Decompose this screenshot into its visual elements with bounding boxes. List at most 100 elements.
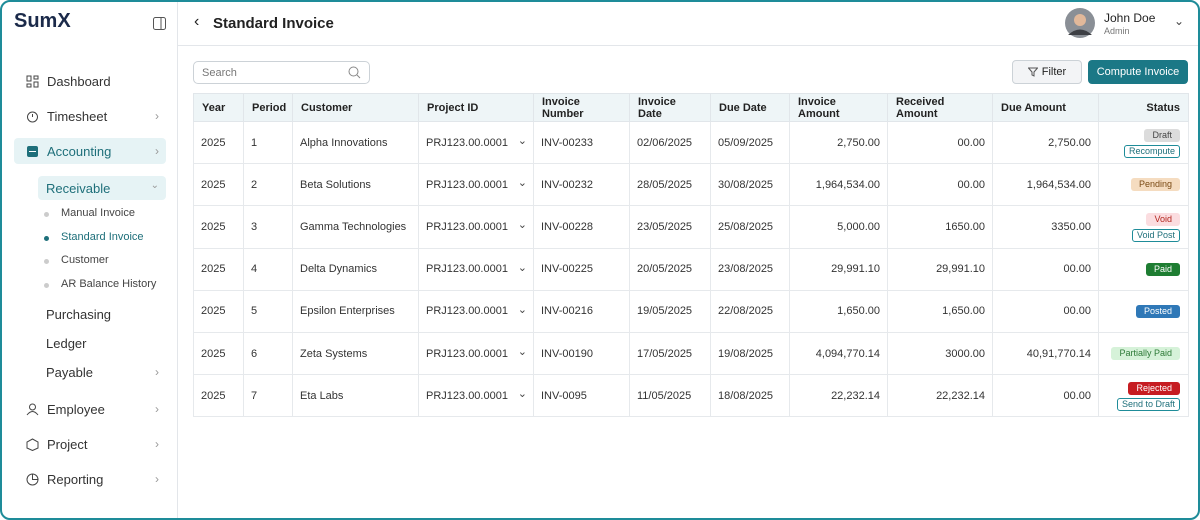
column-header: Invoice Date <box>629 93 711 122</box>
cell-text: INV-00190 <box>541 347 593 360</box>
cell-text: 5,000.00 <box>837 220 880 233</box>
label: Payable <box>46 364 93 380</box>
cell-text: 5 <box>251 305 258 318</box>
sub-nav-item[interactable]: Manual Invoice <box>61 207 135 219</box>
compute-button[interactable]: Compute Invoice <box>1088 60 1188 84</box>
cell: 5,000.00 <box>789 205 888 249</box>
sub-nav-item[interactable]: AR Balance History <box>61 277 157 290</box>
cell-text: 2025 <box>201 263 226 276</box>
status-cell: Rejected Send to Draft <box>1098 374 1189 418</box>
nav-payable[interactable]: Payable <box>46 362 93 382</box>
cell: Beta Solutions <box>292 163 419 207</box>
cell: 29,991.10 <box>887 247 993 291</box>
cell-text: 4,094,770.14 <box>815 347 880 360</box>
cell: INV-00216 <box>533 289 630 333</box>
status-cell: Draft Recompute <box>1098 120 1189 165</box>
cell: INV-00225 <box>533 247 630 291</box>
cell-text: 2,750.00 <box>1048 136 1091 149</box>
label: Employee <box>47 401 105 417</box>
cell: 2025 <box>193 247 244 291</box>
cell-text: INV-00233 <box>541 136 593 149</box>
dropdown-icon[interactable]: ⌄ <box>517 177 527 190</box>
cell: PRJ123.00.0001 ⌄ <box>418 331 534 376</box>
cell: 17/05/2025 <box>629 331 711 376</box>
cell: 2025 <box>193 120 244 165</box>
sub-dot <box>44 259 49 264</box>
cell-text: 1,964,534.00 <box>1026 178 1091 191</box>
cell-text: 22,232.14 <box>936 389 985 402</box>
brand: SumX <box>14 10 71 32</box>
dropdown-icon[interactable]: ⌄ <box>517 261 527 274</box>
avatar[interactable] <box>1065 8 1095 38</box>
table-row: 2025 2 Beta Solutions PRJ123.00.0001 ⌄ INV-00… <box>193 163 1189 207</box>
cell-text: PRJ123.00.0001 <box>426 136 508 149</box>
search-placeholder: Search <box>202 67 237 79</box>
dropdown-icon[interactable]: ⌄ <box>517 135 527 147</box>
label: Ledger <box>46 335 87 351</box>
cell-text: 2025 <box>201 136 226 149</box>
status-action[interactable]: Void Post <box>1131 228 1180 242</box>
collapse-icon[interactable] <box>153 17 166 30</box>
cell-text: 30/08/2025 <box>718 178 774 191</box>
cell: 3 <box>243 205 293 249</box>
label: Compute Invoice <box>1096 66 1180 78</box>
status-badge: Partially Paid <box>1111 347 1180 361</box>
sub-nav-item[interactable]: Customer <box>61 254 109 266</box>
cell-text: 6 <box>251 347 258 360</box>
status-cell: Void Void Post <box>1098 205 1189 249</box>
cell: 00.00 <box>992 374 1099 418</box>
cell: Delta Dynamics <box>292 247 419 291</box>
dropdown-icon[interactable]: ⌄ <box>517 345 527 358</box>
nav-receivable[interactable]: Receivable <box>46 178 110 198</box>
cell-text: 2025 <box>201 178 226 191</box>
cell-text: 23/05/2025 <box>637 220 693 233</box>
dropdown-icon[interactable]: ⌄ <box>517 303 527 316</box>
cell-text: Alpha Innovations <box>300 136 388 149</box>
cell-text: 19/08/2025 <box>718 347 774 360</box>
nav-purchasing[interactable]: Purchasing <box>46 304 111 324</box>
filter-button[interactable]: Filter <box>1012 60 1082 84</box>
cell: 1,650.00 <box>789 289 888 333</box>
nav-project[interactable]: Project <box>26 434 87 454</box>
status-badge: Rejected <box>1128 381 1180 395</box>
cell-text: 1,650.00 <box>942 305 985 318</box>
cell-text: Eta Labs <box>300 389 344 402</box>
cell: 19/05/2025 <box>629 289 711 333</box>
nav-reporting[interactable]: Reporting <box>26 469 103 489</box>
nav-ledger[interactable]: Ledger <box>46 333 86 353</box>
cell: 20/05/2025 <box>629 247 711 291</box>
nav-employee[interactable]: Employee <box>26 399 105 419</box>
cell: INV-00228 <box>533 205 630 249</box>
column-header: Status <box>1098 93 1189 122</box>
column-header: Invoice Number <box>533 93 630 122</box>
cell-text: PRJ123.00.0001 <box>426 347 508 360</box>
sub-nav-item[interactable]: Standard Invoice <box>61 230 144 243</box>
cell: 3350.00 <box>992 205 1099 249</box>
nav-dashboard[interactable]: Dashboard <box>26 71 111 91</box>
cell-text: INV-00232 <box>541 178 593 191</box>
cell-text: 22/08/2025 <box>718 305 774 318</box>
dropdown-icon[interactable]: ⌄ <box>517 388 527 401</box>
search-box[interactable]: Search <box>193 61 370 84</box>
cell-text: 02/06/2025 <box>637 136 693 149</box>
cell-text: 11/05/2025 <box>637 389 692 402</box>
nav-timesheet[interactable]: Timesheet <box>26 106 107 126</box>
back-button[interactable]: ‹ <box>194 13 200 30</box>
cell: 22,232.14 <box>789 374 888 418</box>
cell-text: 2025 <box>201 389 226 402</box>
nav-accounting[interactable]: Accounting <box>26 141 111 161</box>
dropdown-icon[interactable]: ⌄ <box>517 219 527 232</box>
cell: PRJ123.00.0001 ⌄ <box>418 247 534 291</box>
label: Accounting <box>47 143 112 159</box>
status-action[interactable]: Send to Draft <box>1116 397 1180 411</box>
status-action[interactable]: Recompute <box>1123 144 1180 158</box>
label: Timesheet <box>47 108 108 124</box>
cell-text: 00.00 <box>957 178 985 191</box>
cell: 2,750.00 <box>992 120 1099 165</box>
status-badge: Draft <box>1144 128 1180 142</box>
cell: 2025 <box>193 163 244 207</box>
user-name: John Doe <box>1104 11 1156 25</box>
cell: 11/05/2025 <box>629 374 711 418</box>
cell-text: PRJ123.00.0001 <box>426 389 508 402</box>
cell-text: INV-0095 <box>541 389 587 402</box>
